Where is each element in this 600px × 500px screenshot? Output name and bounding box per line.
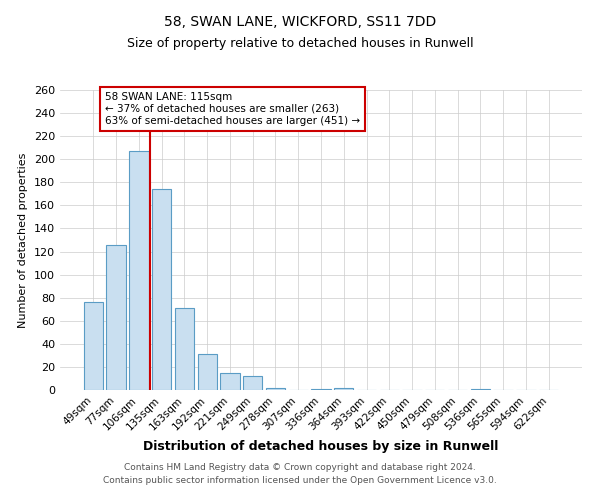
Bar [266,388,285,390]
Text: 58, SWAN LANE, WICKFORD, SS11 7DD: 58, SWAN LANE, WICKFORD, SS11 7DD [164,15,436,29]
X-axis label: Distribution of detached houses by size in Runwell: Distribution of detached houses by size … [143,440,499,453]
Y-axis label: Number of detached properties: Number of detached properties [19,152,28,328]
Bar [129,151,149,390]
Bar [84,302,103,390]
Text: Contains HM Land Registry data © Crown copyright and database right 2024.
Contai: Contains HM Land Registry data © Crown c… [103,463,497,485]
Bar [197,354,217,390]
Bar [152,189,172,390]
Bar [106,244,126,390]
Bar [175,308,194,390]
Bar [243,376,262,390]
Bar [220,372,239,390]
Bar [470,389,490,390]
Bar [311,389,331,390]
Bar [334,388,353,390]
Text: Size of property relative to detached houses in Runwell: Size of property relative to detached ho… [127,38,473,51]
Text: 58 SWAN LANE: 115sqm
← 37% of detached houses are smaller (263)
63% of semi-deta: 58 SWAN LANE: 115sqm ← 37% of detached h… [105,92,360,126]
